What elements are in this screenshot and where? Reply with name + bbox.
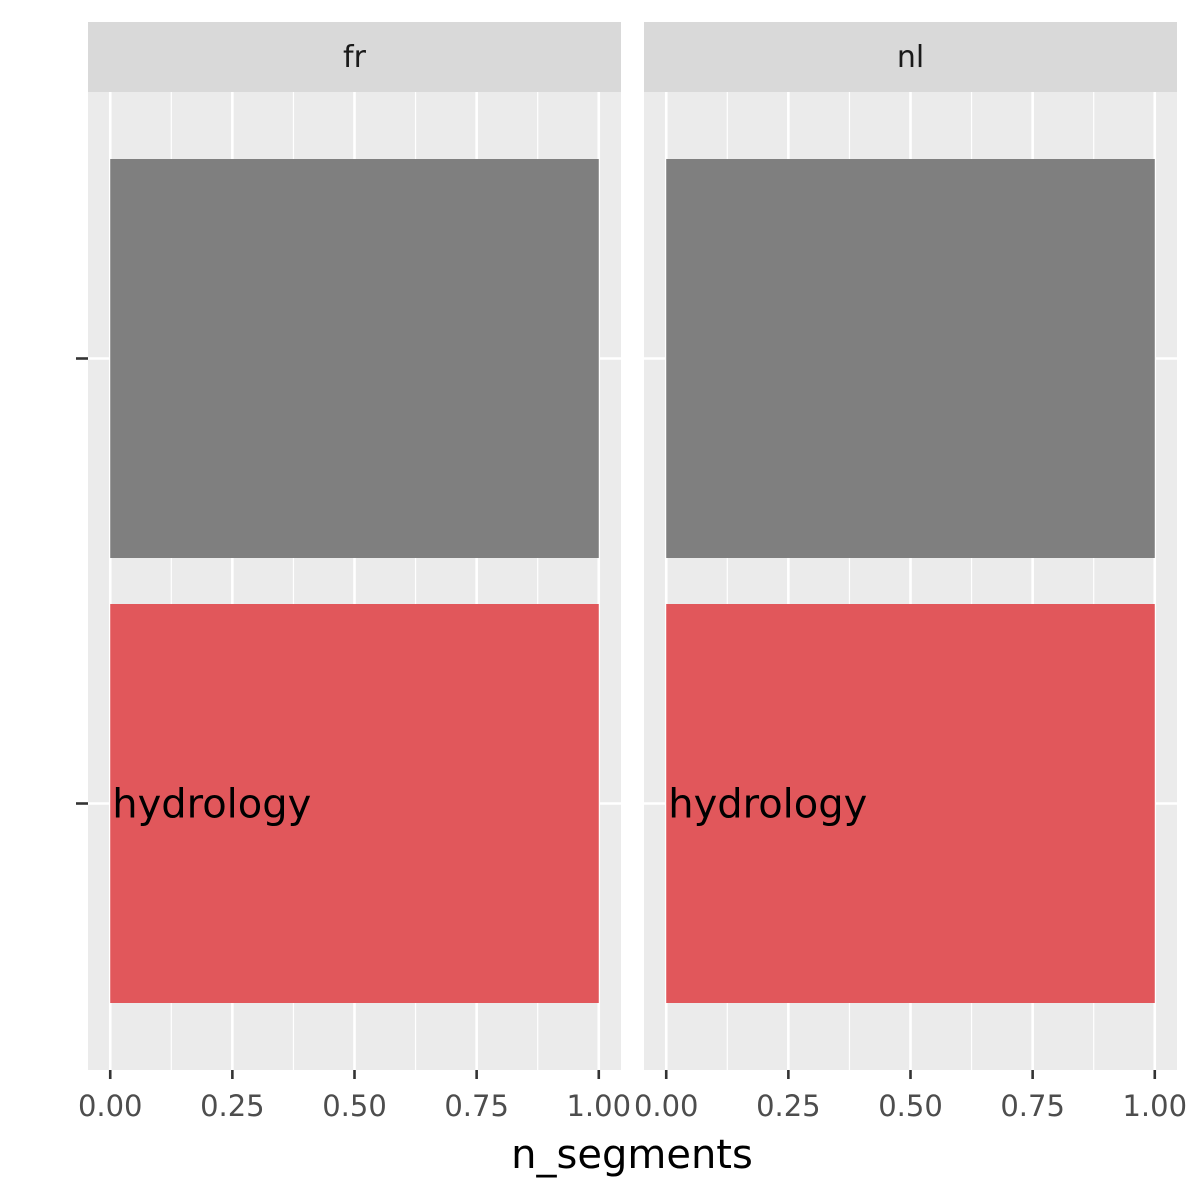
bar-blank <box>110 159 599 558</box>
x-tick-label: 0.25 <box>756 1089 821 1123</box>
bar-hydrology <box>110 604 599 1003</box>
bar-label: hydrology <box>668 782 867 828</box>
x-axis-title: n_segments <box>511 1132 753 1178</box>
x-tick-label: 0.00 <box>78 1089 143 1123</box>
x-tick-label: 0.50 <box>878 1089 943 1123</box>
bar-blank <box>666 159 1155 558</box>
x-tick-label: 0.50 <box>322 1089 387 1123</box>
facet-strip-background <box>88 22 621 92</box>
facet-strip-label: fr <box>343 40 367 75</box>
facet-panel-fr: fr hydrology 0.00 0.25 0.50 0.75 1.00 <box>78 22 631 1123</box>
x-tick-label: 1.00 <box>566 1089 631 1123</box>
x-tick-label: 1.00 <box>1122 1089 1187 1123</box>
facet-strip-background <box>644 22 1177 92</box>
facet-panel-nl: nl hydrology 0.00 0.25 0.50 0.75 1.00 <box>634 22 1187 1123</box>
bar-label: hydrology <box>112 782 311 828</box>
x-tick-label: 0.25 <box>200 1089 265 1123</box>
x-tick-label: 0.00 <box>634 1089 699 1123</box>
bar-hydrology <box>666 604 1155 1003</box>
x-tick-label: 0.75 <box>1000 1089 1065 1123</box>
x-tick-label: 0.75 <box>444 1089 509 1123</box>
facet-strip-label: nl <box>897 40 924 75</box>
